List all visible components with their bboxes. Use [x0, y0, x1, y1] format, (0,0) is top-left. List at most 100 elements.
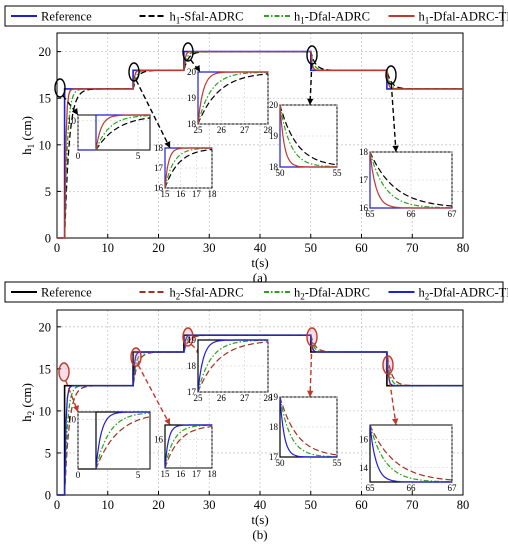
- zoom-ellipse-2: [128, 62, 140, 82]
- legend-box: [4, 5, 504, 27]
- y-axis-label: h2 (cm): [19, 383, 36, 422]
- legend-label-main: Reference: [41, 286, 92, 300]
- panel-label: (a): [253, 270, 267, 285]
- inset-x-tick-label: 50: [276, 168, 286, 178]
- inset-y-tick-label: 18: [269, 162, 279, 172]
- callout-arrowhead-4: [307, 98, 314, 105]
- x-tick-label-50: 50: [305, 498, 318, 512]
- callout-arrowhead-3: [194, 65, 200, 72]
- inset-x-tick-label: 16: [176, 469, 186, 479]
- inset-x-tick-label: 26: [217, 125, 227, 135]
- legend-label-3: h2-Dfal-ADRC: [294, 286, 370, 302]
- x-tick-label-80: 80: [457, 498, 470, 512]
- inset-1: 0 5 10: [67, 411, 151, 480]
- inset-x-tick-label: 15: [161, 469, 171, 479]
- callout-arrow-4: [309, 345, 313, 398]
- inset-series-4: [369, 151, 452, 209]
- zoom-ellipse-2: [130, 347, 142, 367]
- zoom-ellipse-1: [54, 78, 66, 98]
- legend-label-3: h1-Dfal-ADRC: [294, 10, 370, 26]
- inset-series-4: [197, 339, 268, 393]
- callout-arrowhead-1: [71, 108, 78, 115]
- inset-y-tick-label: 18: [187, 361, 197, 371]
- zoom-ellipse-3: [182, 327, 194, 347]
- inset-x-tick-label: 28: [264, 125, 274, 135]
- zoom-ellipse-1: [58, 362, 70, 382]
- inset-series-4: [197, 71, 268, 125]
- inset-x-tick-label: 67: [448, 483, 458, 493]
- y-axis-label-unit: (cm): [19, 116, 34, 144]
- inset-x-tick-label: 25: [194, 125, 204, 135]
- x-tick-label-70: 70: [406, 241, 419, 255]
- inset-4: 50 55 18 19 20: [269, 100, 342, 178]
- legend-label-tail: -Dfal-ADRC: [305, 286, 370, 300]
- inset-series-4: [95, 411, 150, 470]
- inset-y-tick-label: 16: [154, 434, 164, 444]
- inset-y-tick-label: 20: [187, 67, 197, 77]
- inset-y-tick-label: 20: [269, 100, 279, 110]
- x-tick-label-60: 60: [355, 241, 368, 255]
- inset-x-tick-label: 27: [240, 125, 250, 135]
- callout-arrow-4: [309, 63, 313, 106]
- inset-x-tick-label: 0: [76, 151, 81, 161]
- x-tick-label-60: 60: [355, 498, 368, 512]
- y-axis-label: h1 (cm): [19, 116, 36, 155]
- x-axis-label: t(s): [251, 512, 268, 527]
- inset-x-tick-label: 17: [192, 189, 202, 199]
- callout-arrowhead-4: [307, 390, 314, 397]
- inset-y-tick-label: 18: [154, 143, 164, 153]
- inset-series-2: [369, 424, 453, 481]
- y-tick-label-10: 10: [39, 404, 52, 418]
- legend-label-4: h2-Dfal-ADRC-TD: [419, 286, 508, 302]
- callout-arrow-5: [390, 83, 397, 153]
- legend-box: [4, 281, 504, 303]
- inset-x-tick-label: 65: [366, 209, 376, 219]
- inset-x-tick-label: 67: [448, 209, 458, 219]
- inset-y-tick-label: 17: [187, 387, 197, 397]
- inset-series-2: [369, 151, 453, 207]
- legend-label-main: h: [170, 10, 177, 24]
- inset-x-tick-label: 27: [240, 393, 250, 403]
- legend-label-4: h1-Dfal-ADRC-TD: [419, 10, 508, 26]
- y-tick-label-5: 5: [45, 185, 51, 199]
- callout-arrow-2: [135, 79, 171, 149]
- y-axis-label-sub: 2: [26, 411, 36, 416]
- inset-series-4: [164, 424, 212, 469]
- legend-label-tail: -Sfal-ADRC: [180, 286, 243, 300]
- inset-x-tick-label: 55: [333, 458, 343, 468]
- y-tick-label-15: 15: [39, 362, 52, 376]
- zoom-ellipse-5: [385, 65, 397, 85]
- x-tick-label-20: 20: [152, 241, 165, 255]
- x-tick-label-80: 80: [457, 241, 470, 255]
- inset-x-tick-label: 16: [176, 189, 186, 199]
- zoom-ellipse-5: [382, 355, 394, 375]
- x-tick-label-10: 10: [102, 241, 115, 255]
- inset-series-2: [95, 416, 151, 470]
- inset-series-4: [164, 147, 212, 189]
- inset-y-tick-label: 16: [359, 203, 369, 213]
- inset-series-2: [95, 117, 151, 151]
- legend-label-main: Reference: [41, 10, 92, 24]
- y-axis-label-sub: 1: [26, 144, 36, 149]
- inset-series-4: [369, 424, 452, 483]
- inset-y-tick-label: 17: [154, 163, 164, 173]
- panel-label: (b): [252, 527, 267, 542]
- inset-y-tick-label: 16: [359, 434, 369, 444]
- legend-label-sub: 2: [425, 292, 430, 302]
- x-tick-label-50: 50: [305, 241, 318, 255]
- inset-y-tick-label: 16: [154, 183, 164, 193]
- inset-series-2: [197, 73, 269, 125]
- inset-series-3: [164, 147, 212, 189]
- inset-x-tick-label: 18: [208, 469, 218, 479]
- y-axis-label-main: h: [19, 148, 34, 155]
- x-tick-label-40: 40: [254, 498, 267, 512]
- y-tick-label-15: 15: [39, 92, 52, 106]
- y-axis-label-unit: (cm): [19, 383, 34, 411]
- series-line-4: [57, 334, 463, 496]
- legend-label-sub: 1: [425, 16, 430, 26]
- y-tick-label-0: 0: [45, 232, 51, 246]
- inset-box: [77, 411, 151, 470]
- callout-arrowhead-2: [164, 418, 171, 425]
- inset-y-tick-label: 19: [269, 392, 279, 402]
